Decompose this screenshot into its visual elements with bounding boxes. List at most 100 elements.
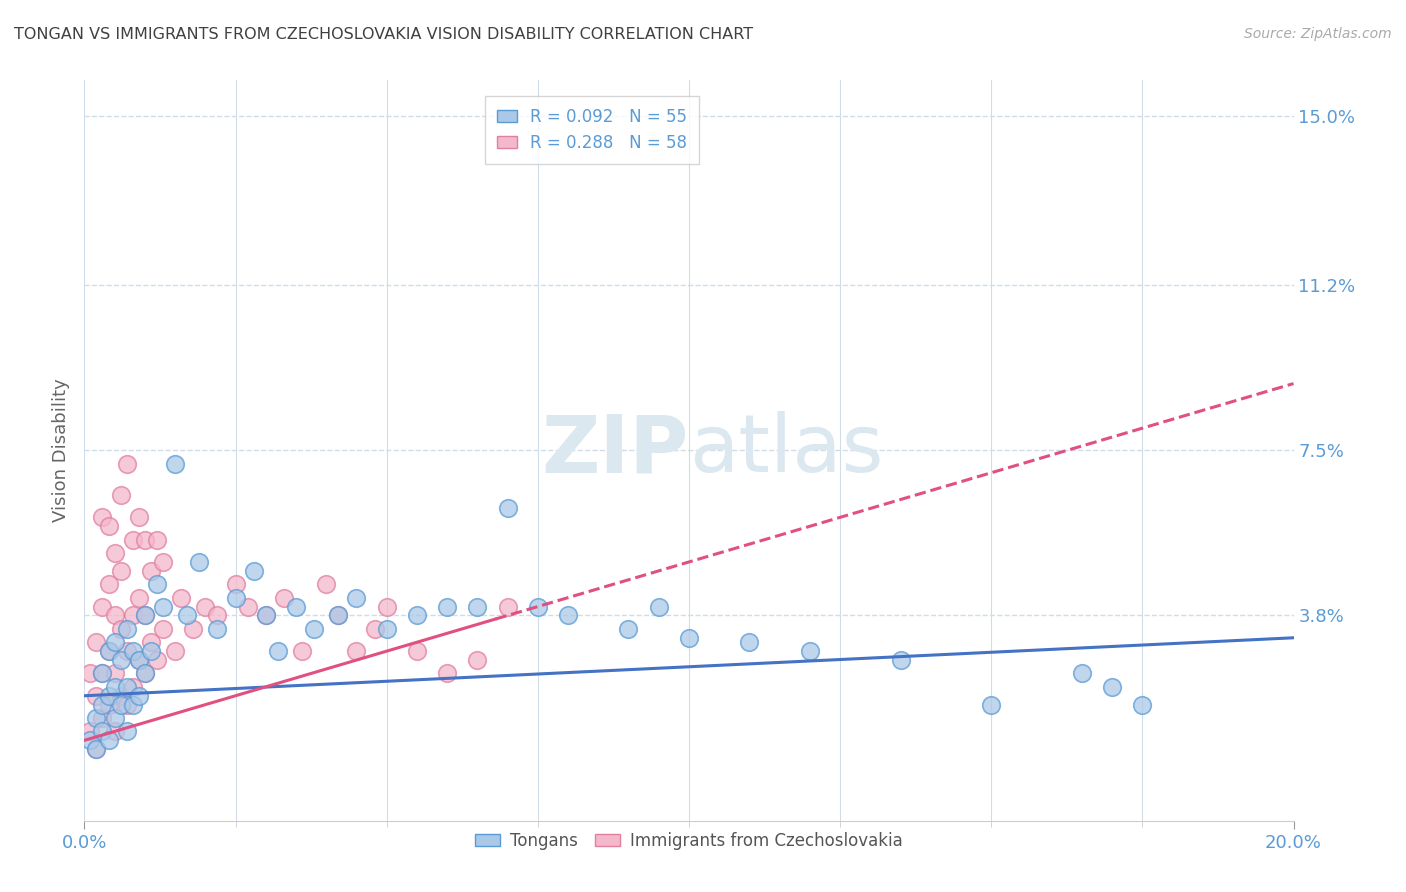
- Point: [134, 533, 156, 547]
- Point: [146, 577, 169, 591]
- Point: [104, 680, 127, 694]
- Point: [346, 644, 368, 658]
- Point: [91, 666, 114, 681]
- Point: [648, 599, 671, 614]
- Text: atlas: atlas: [689, 411, 883, 490]
- Point: [128, 689, 150, 703]
- Point: [1071, 666, 1094, 681]
- Point: [285, 599, 308, 614]
- Point: [91, 666, 114, 681]
- Text: TONGAN VS IMMIGRANTS FROM CZECHOSLOVAKIA VISION DISABILITY CORRELATION CHART: TONGAN VS IMMIGRANTS FROM CZECHOSLOVAKIA…: [14, 27, 754, 42]
- Point: [273, 591, 295, 605]
- Point: [97, 519, 120, 533]
- Point: [121, 680, 143, 694]
- Point: [97, 733, 120, 747]
- Point: [86, 711, 108, 725]
- Point: [146, 533, 169, 547]
- Point: [617, 622, 640, 636]
- Point: [207, 622, 229, 636]
- Point: [134, 608, 156, 623]
- Point: [91, 599, 114, 614]
- Point: [181, 622, 204, 636]
- Y-axis label: Vision Disability: Vision Disability: [52, 378, 70, 523]
- Point: [115, 724, 138, 739]
- Point: [104, 711, 127, 725]
- Point: [170, 591, 193, 605]
- Point: [115, 680, 138, 694]
- Point: [678, 631, 700, 645]
- Point: [799, 644, 821, 658]
- Point: [207, 608, 229, 623]
- Point: [104, 635, 127, 649]
- Point: [165, 644, 187, 658]
- Point: [86, 635, 108, 649]
- Point: [436, 666, 458, 681]
- Point: [91, 711, 114, 725]
- Point: [128, 591, 150, 605]
- Point: [79, 666, 101, 681]
- Point: [236, 599, 259, 614]
- Point: [496, 501, 519, 516]
- Point: [328, 608, 350, 623]
- Point: [436, 599, 458, 614]
- Point: [79, 733, 101, 747]
- Point: [104, 724, 127, 739]
- Text: Source: ZipAtlas.com: Source: ZipAtlas.com: [1244, 27, 1392, 41]
- Point: [121, 608, 143, 623]
- Point: [121, 533, 143, 547]
- Point: [890, 653, 912, 667]
- Point: [86, 742, 108, 756]
- Point: [134, 608, 156, 623]
- Point: [97, 644, 120, 658]
- Point: [86, 742, 108, 756]
- Point: [121, 698, 143, 712]
- Point: [980, 698, 1002, 712]
- Point: [91, 698, 114, 712]
- Point: [97, 689, 120, 703]
- Point: [97, 577, 120, 591]
- Point: [110, 653, 132, 667]
- Point: [115, 457, 138, 471]
- Point: [104, 608, 127, 623]
- Point: [134, 666, 156, 681]
- Point: [110, 622, 132, 636]
- Point: [254, 608, 277, 623]
- Point: [346, 591, 368, 605]
- Point: [557, 608, 579, 623]
- Point: [242, 564, 264, 578]
- Point: [375, 622, 398, 636]
- Point: [527, 599, 550, 614]
- Point: [139, 564, 162, 578]
- Point: [267, 644, 290, 658]
- Point: [225, 591, 247, 605]
- Point: [738, 635, 761, 649]
- Point: [121, 644, 143, 658]
- Point: [115, 622, 138, 636]
- Point: [139, 635, 162, 649]
- Point: [152, 599, 174, 614]
- Point: [104, 546, 127, 560]
- Point: [146, 653, 169, 667]
- Point: [467, 599, 489, 614]
- Point: [128, 510, 150, 524]
- Point: [363, 622, 385, 636]
- Point: [1101, 680, 1123, 694]
- Point: [188, 555, 211, 569]
- Point: [115, 644, 138, 658]
- Point: [254, 608, 277, 623]
- Point: [176, 608, 198, 623]
- Point: [406, 644, 429, 658]
- Point: [291, 644, 314, 658]
- Point: [165, 457, 187, 471]
- Point: [97, 698, 120, 712]
- Point: [315, 577, 337, 591]
- Legend: Tongans, Immigrants from Czechoslovakia: Tongans, Immigrants from Czechoslovakia: [468, 825, 910, 856]
- Point: [139, 644, 162, 658]
- Point: [104, 666, 127, 681]
- Point: [496, 599, 519, 614]
- Point: [225, 577, 247, 591]
- Point: [406, 608, 429, 623]
- Point: [1130, 698, 1153, 712]
- Point: [134, 666, 156, 681]
- Point: [467, 653, 489, 667]
